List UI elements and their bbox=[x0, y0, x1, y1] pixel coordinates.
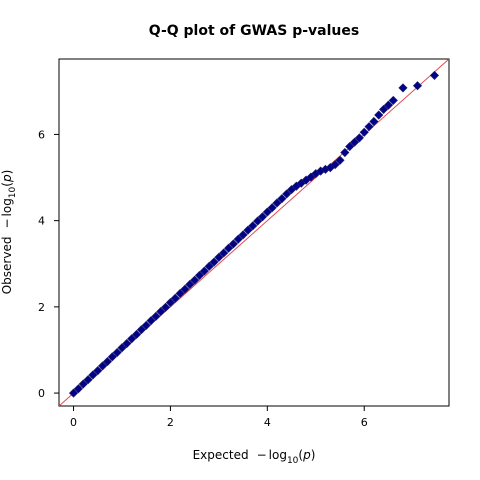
data-point bbox=[238, 230, 248, 240]
data-points bbox=[68, 70, 440, 398]
y-axis-label-prefix: Observed bbox=[0, 237, 14, 295]
data-point bbox=[369, 116, 379, 127]
x-tick-label: 4 bbox=[264, 416, 271, 429]
x-axis-label-prefix: Expected bbox=[193, 448, 249, 462]
data-point bbox=[93, 366, 103, 376]
data-point bbox=[345, 141, 355, 152]
data-point bbox=[180, 284, 190, 294]
y-tick-label: 2 bbox=[38, 301, 45, 314]
data-point bbox=[141, 320, 151, 330]
data-point bbox=[282, 189, 292, 199]
data-point bbox=[233, 234, 243, 244]
data-point bbox=[223, 243, 234, 253]
data-point bbox=[364, 122, 374, 132]
data-point bbox=[354, 133, 364, 143]
data-point bbox=[98, 361, 108, 371]
y-axis-label-open: ( bbox=[0, 182, 14, 187]
data-point bbox=[267, 203, 277, 213]
y-axis-label-var: p bbox=[0, 174, 14, 183]
data-point bbox=[383, 100, 394, 110]
data-point bbox=[136, 325, 146, 335]
data-point bbox=[253, 216, 263, 226]
data-point bbox=[194, 270, 205, 280]
data-point bbox=[131, 329, 142, 340]
data-point bbox=[374, 110, 384, 120]
data-point bbox=[209, 257, 219, 267]
data-point bbox=[175, 288, 185, 299]
data-point bbox=[102, 357, 113, 367]
y-axis-label-log: log bbox=[0, 198, 14, 216]
data-point bbox=[214, 252, 224, 262]
x-axis-label-close: ) bbox=[311, 448, 316, 462]
data-point bbox=[359, 127, 369, 137]
data-point bbox=[151, 311, 161, 321]
data-point bbox=[277, 194, 287, 204]
plot-area bbox=[58, 58, 450, 407]
x-axis-label-open: ( bbox=[298, 448, 303, 462]
data-point bbox=[429, 70, 440, 80]
data-point bbox=[412, 81, 423, 91]
plot-frame bbox=[58, 58, 450, 407]
data-point bbox=[112, 347, 122, 358]
data-point bbox=[199, 266, 209, 276]
y-tick-label: 6 bbox=[38, 128, 45, 141]
data-point bbox=[340, 147, 350, 158]
data-point bbox=[127, 334, 137, 344]
data-point bbox=[349, 137, 360, 147]
data-point bbox=[170, 293, 180, 303]
data-point bbox=[248, 221, 258, 231]
x-axis: 0 2 4 6 bbox=[70, 406, 368, 429]
y-axis: 0 2 4 6 bbox=[38, 128, 59, 400]
data-point bbox=[88, 370, 98, 380]
x-tick-label: 6 bbox=[361, 416, 368, 429]
data-point bbox=[257, 212, 268, 222]
data-point bbox=[117, 343, 127, 353]
data-point bbox=[68, 388, 79, 398]
x-axis-label-log: log bbox=[269, 448, 287, 462]
data-point bbox=[243, 225, 253, 235]
data-point bbox=[330, 160, 340, 170]
data-point bbox=[73, 384, 83, 394]
data-point bbox=[78, 379, 88, 389]
data-point bbox=[122, 338, 132, 349]
data-point bbox=[161, 302, 171, 312]
data-point bbox=[83, 375, 93, 385]
data-point bbox=[204, 261, 214, 271]
data-point bbox=[156, 307, 166, 317]
y-tick-label: 0 bbox=[38, 387, 45, 400]
data-point bbox=[379, 104, 389, 114]
data-point bbox=[335, 155, 345, 165]
data-point bbox=[228, 239, 238, 249]
y-axis-label-minus: − bbox=[0, 218, 14, 228]
x-axis-label-minus: − bbox=[257, 448, 267, 462]
x-tick-label: 0 bbox=[70, 416, 77, 429]
y-axis-label: Observed − log10(p) bbox=[0, 170, 18, 295]
data-point bbox=[146, 316, 156, 326]
x-axis-label: Expected − log10(p) bbox=[193, 448, 316, 466]
data-point bbox=[262, 207, 272, 217]
chart-title: Q-Q plot of GWAS p-values bbox=[149, 23, 359, 39]
x-tick-label: 2 bbox=[167, 416, 174, 429]
data-point bbox=[398, 83, 408, 93]
data-point bbox=[165, 297, 175, 308]
y-axis-label-close: ) bbox=[0, 170, 14, 175]
data-point bbox=[190, 275, 200, 285]
data-point bbox=[388, 95, 398, 105]
data-point bbox=[219, 248, 229, 258]
x-axis-label-var: p bbox=[302, 448, 311, 462]
y-tick-label: 4 bbox=[38, 215, 45, 228]
y-axis-label-sub: 10 bbox=[8, 186, 18, 198]
data-point bbox=[107, 352, 117, 362]
x-axis-label-sub: 10 bbox=[287, 456, 299, 466]
data-point bbox=[185, 279, 195, 290]
data-point bbox=[272, 198, 282, 208]
